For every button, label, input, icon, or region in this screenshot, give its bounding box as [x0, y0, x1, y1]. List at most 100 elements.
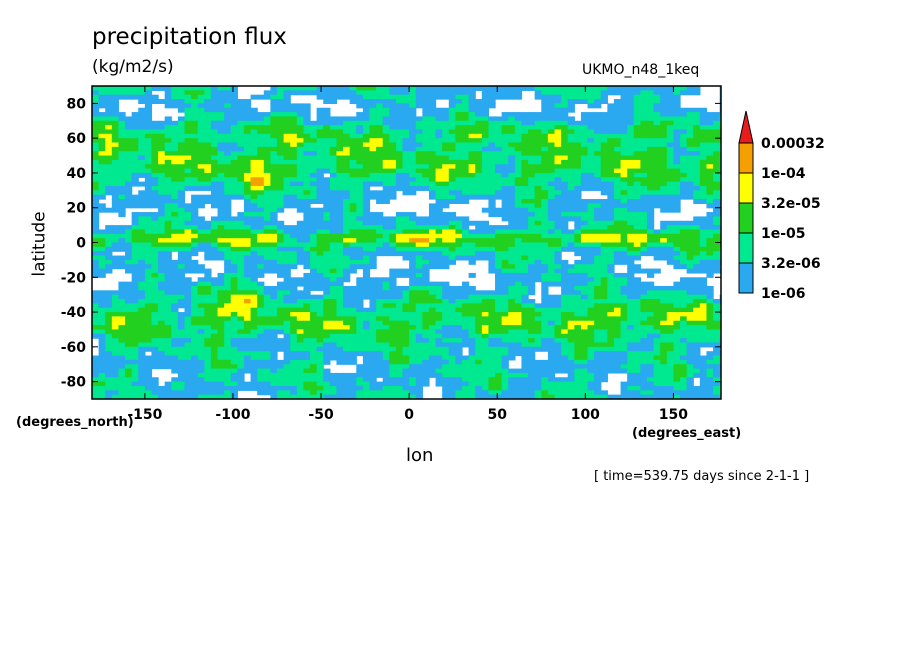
field-cell [647, 194, 655, 200]
field-cell [647, 151, 655, 157]
field-cell [468, 138, 476, 144]
field-cell [488, 120, 496, 126]
field-cell [303, 164, 311, 170]
field-cell [415, 285, 423, 291]
field-cell [323, 94, 331, 100]
field-cell [92, 329, 100, 335]
field-cell [184, 299, 192, 304]
field-cell [666, 325, 675, 331]
field-cell [475, 246, 483, 252]
field-cell [270, 168, 278, 174]
field-cell [481, 120, 490, 126]
field-cell [660, 285, 668, 291]
field-cell [171, 185, 179, 191]
field-cell [693, 325, 701, 331]
field-cell [197, 86, 205, 91]
field-cell [277, 281, 285, 287]
field-cell [587, 86, 595, 91]
field-cell [343, 216, 351, 222]
field-cell [144, 164, 153, 170]
field-cell [594, 138, 602, 144]
field-cell [395, 151, 404, 157]
field-cell [151, 86, 159, 91]
field-cell [217, 142, 225, 148]
field-cell [277, 164, 285, 170]
field-cell [534, 220, 542, 226]
field-cell [177, 277, 186, 283]
field-cell [607, 251, 615, 257]
field-cell [633, 194, 641, 200]
field-cell [574, 238, 582, 244]
field-cell [138, 333, 146, 339]
field-cell [98, 290, 106, 296]
field-cell [673, 90, 681, 96]
field-cell [197, 107, 205, 113]
field-cell [329, 133, 338, 139]
field-cell [184, 255, 192, 261]
field-cell [277, 194, 285, 200]
field-cell [613, 138, 622, 144]
field-cell [600, 116, 608, 122]
field-cell [686, 303, 694, 309]
field-cell [686, 299, 694, 304]
field-cell [144, 199, 153, 204]
field-cell [481, 194, 490, 200]
field-cell [495, 94, 503, 100]
field-cell [713, 238, 721, 244]
field-cell [680, 259, 688, 265]
field-cell [706, 129, 714, 135]
field-cell [468, 172, 476, 178]
field-cell [151, 146, 159, 152]
field-cell [184, 168, 192, 174]
field-cell [554, 212, 562, 218]
field-cell [92, 107, 100, 113]
field-cell [627, 164, 635, 170]
field-cell [296, 185, 305, 191]
field-cell [554, 246, 562, 252]
field-cell [362, 285, 371, 291]
field-cell [633, 285, 641, 291]
field-cell [369, 116, 377, 122]
field-cell [125, 251, 133, 257]
field-cell [151, 133, 159, 139]
field-cell [528, 320, 536, 326]
field-cell [653, 320, 661, 326]
field-cell [428, 146, 437, 152]
field-cell [303, 155, 311, 161]
field-cell [468, 107, 476, 113]
field-cell [402, 299, 410, 304]
field-cell [435, 264, 443, 270]
field-cell [422, 86, 430, 91]
field-cell [673, 151, 681, 157]
field-cell [600, 294, 608, 300]
field-cell [640, 268, 648, 274]
field-cell [693, 259, 701, 265]
field-cell [415, 159, 423, 165]
field-cell [263, 177, 271, 183]
field-cell [316, 207, 324, 213]
field-cell [191, 155, 199, 161]
field-cell [713, 233, 721, 239]
field-cell [633, 116, 641, 122]
field-cell [144, 94, 153, 100]
field-cell [653, 312, 661, 318]
field-cell [528, 159, 536, 165]
field-cell [382, 90, 390, 96]
field-cell [481, 146, 490, 152]
field-cell [580, 99, 589, 104]
field-cell [92, 316, 100, 322]
field-cell [481, 155, 490, 161]
field-cell [376, 146, 384, 152]
field-cell [627, 194, 635, 200]
field-cell [594, 142, 602, 148]
field-cell [547, 281, 556, 287]
field-cell [435, 329, 443, 335]
field-cell [349, 146, 357, 152]
field-cell [92, 133, 100, 139]
field-cell [680, 307, 688, 313]
field-cell [534, 181, 542, 187]
field-cell [435, 194, 443, 200]
field-cell [283, 233, 291, 239]
field-cell [118, 212, 126, 218]
field-cell [468, 325, 476, 331]
